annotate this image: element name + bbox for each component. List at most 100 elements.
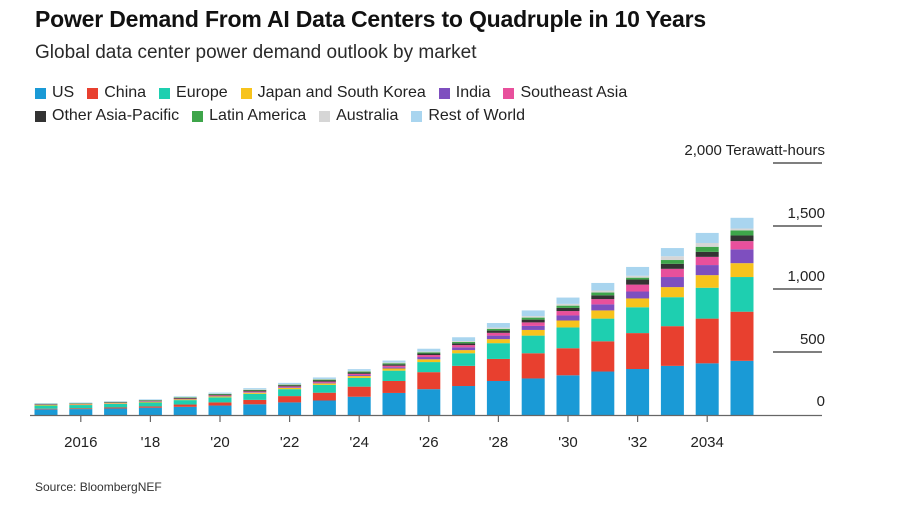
bar-stack-2025 xyxy=(382,360,406,415)
bar-segment xyxy=(660,365,684,415)
bar-segment xyxy=(382,380,406,393)
bar-segment xyxy=(695,287,719,319)
bar-segment xyxy=(660,268,684,278)
bar-segment xyxy=(626,284,650,292)
legend-item-latin-america: Latin America xyxy=(192,107,306,125)
bar-segment xyxy=(521,322,545,326)
bar-segment xyxy=(382,370,406,381)
legend-label: Southeast Asia xyxy=(520,84,628,101)
bar-segment xyxy=(173,397,197,398)
legend-item-india: India xyxy=(438,84,490,102)
bar-segment xyxy=(243,392,267,394)
legend-label: Other Asia-Pacific xyxy=(52,107,180,124)
bar-segment xyxy=(347,377,371,387)
bar-segment xyxy=(521,310,545,317)
y-axis-labels: 0 500 1,000 1,500 2,000 Terawatt-hours xyxy=(684,142,825,410)
legend-item-us: US xyxy=(35,84,74,102)
bar-segment xyxy=(312,392,336,401)
x-tick-label: 2034 xyxy=(691,434,724,451)
bar-segment xyxy=(243,390,267,392)
bar-segment xyxy=(626,298,650,308)
bar-segment xyxy=(521,316,545,318)
bar-segment xyxy=(69,404,93,406)
bar-segment xyxy=(556,315,580,321)
bar-segment xyxy=(347,375,371,377)
bar-segment xyxy=(417,372,441,390)
legend-label: China xyxy=(104,84,147,101)
bar-segment xyxy=(521,317,545,320)
bar-segment xyxy=(104,403,128,408)
bar-segment xyxy=(417,355,441,358)
bar-segment xyxy=(452,343,476,346)
bar-segment xyxy=(556,348,580,376)
bar-segment xyxy=(591,341,615,372)
bar-segment xyxy=(173,399,197,401)
legend-swatch xyxy=(411,110,423,122)
bar-segment xyxy=(486,358,510,381)
x-tick-label: '30 xyxy=(558,434,578,451)
bar-segment xyxy=(486,323,510,328)
bar-segment xyxy=(452,337,476,342)
bar-segment xyxy=(104,403,128,404)
bar-segment xyxy=(312,380,336,382)
bar-segment xyxy=(521,353,545,379)
bar-segment xyxy=(486,332,510,336)
bar-segment xyxy=(695,363,719,415)
legend-label: Japan and South Korea xyxy=(257,84,426,101)
bar-segment xyxy=(382,365,406,368)
bar-segment xyxy=(278,385,302,387)
bar-segment xyxy=(486,328,510,331)
bar-segment xyxy=(278,384,302,386)
bar-stack-2016 xyxy=(69,402,93,415)
bar-segment xyxy=(730,228,754,231)
bar-segment xyxy=(591,371,615,415)
bar-segment xyxy=(173,396,197,398)
chart-subtitle: Global data center power demand outlook … xyxy=(35,42,477,63)
legend-label: Rest of World xyxy=(428,107,525,124)
bar-stack-2027 xyxy=(452,337,476,415)
bar-segment xyxy=(138,406,162,408)
legend-row: US China Europe Japan and South Korea In… xyxy=(35,82,795,104)
legend-swatch xyxy=(240,87,252,99)
bar-segment xyxy=(417,351,441,353)
bar-segment xyxy=(347,376,371,378)
bar-segment xyxy=(556,303,580,306)
y-tick-label: 500 xyxy=(800,331,825,348)
bar-segment xyxy=(452,345,476,348)
bar-segment xyxy=(521,325,545,330)
bar-segment xyxy=(69,402,93,404)
bar-segment xyxy=(730,241,754,250)
legend-swatch xyxy=(159,87,171,99)
bar-segment xyxy=(34,405,58,409)
bar-segment xyxy=(312,378,336,380)
x-axis: 2016 '18 '20 '22 '24 '26 '28 '30 '32 2034 xyxy=(30,414,822,451)
bar-segment xyxy=(486,343,510,359)
bar-segment xyxy=(208,392,232,394)
bar-segment xyxy=(730,249,754,264)
bar-stack-2034 xyxy=(695,232,719,415)
bar-segment xyxy=(243,392,267,393)
legend-swatch xyxy=(438,87,450,99)
bar-segment xyxy=(347,386,371,397)
y-tick-label: 1,000 xyxy=(787,268,825,285)
bar-segment xyxy=(626,266,650,276)
bar-stack-2032 xyxy=(626,266,650,415)
bar-stack-2024 xyxy=(347,369,371,415)
bar-segment xyxy=(556,307,580,312)
x-tick-label: '18 xyxy=(141,434,161,451)
bar-segment xyxy=(173,397,197,399)
bar-segment xyxy=(556,311,580,316)
bar-segment xyxy=(138,402,162,407)
bar-stack-2035 xyxy=(730,217,754,415)
bar-segment xyxy=(278,396,302,403)
bar-segment xyxy=(695,246,719,252)
bar-stack-2019 xyxy=(173,396,197,415)
bar-segment xyxy=(138,400,162,402)
bar-segment xyxy=(626,277,650,280)
legend-label: US xyxy=(52,84,75,101)
bar-segment xyxy=(382,364,406,366)
bar-segment xyxy=(417,357,441,360)
bar-segment xyxy=(138,400,162,401)
bar-segment xyxy=(34,404,58,406)
bar-segment xyxy=(452,386,476,415)
